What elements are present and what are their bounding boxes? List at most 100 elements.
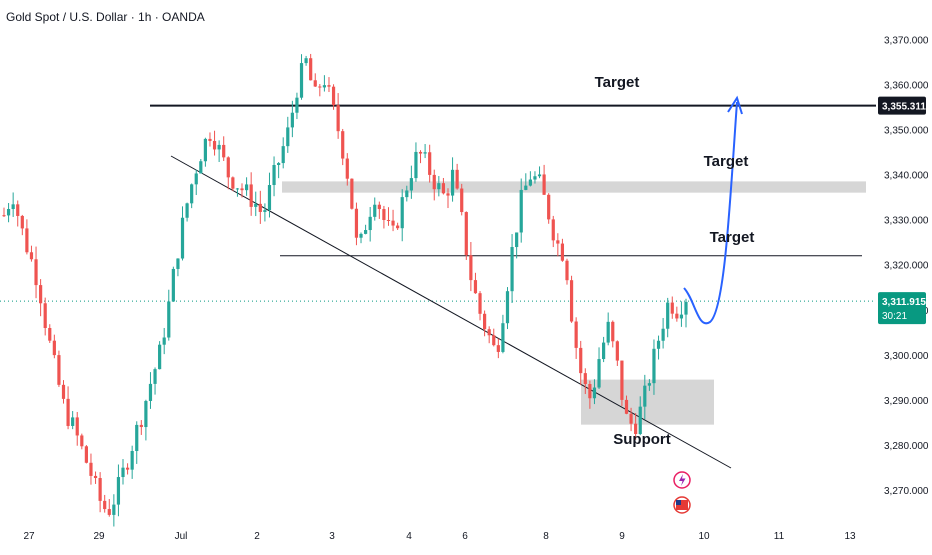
candle xyxy=(25,219,29,255)
candle xyxy=(84,445,88,464)
candle-body xyxy=(634,423,638,435)
candle xyxy=(212,130,217,156)
candle-body xyxy=(336,105,340,132)
candle xyxy=(551,215,555,248)
candle-body xyxy=(167,301,171,338)
candle-body xyxy=(510,247,514,292)
candle-body xyxy=(542,174,546,195)
candle xyxy=(492,328,496,347)
candle-body xyxy=(235,188,240,190)
candle-body xyxy=(93,475,98,479)
projection xyxy=(683,95,743,325)
candle xyxy=(249,172,253,216)
candle-body xyxy=(11,204,15,210)
candle-body xyxy=(295,97,299,113)
candle xyxy=(130,445,134,479)
candle xyxy=(373,197,377,221)
candle xyxy=(670,296,674,319)
candle-body xyxy=(318,86,322,88)
candle xyxy=(103,494,107,513)
candle xyxy=(405,185,409,202)
target-price-tag-text: 3,355.311 xyxy=(882,102,926,113)
candle xyxy=(199,159,203,174)
lightning-icon-bolt xyxy=(679,474,686,486)
candle-body xyxy=(286,127,290,147)
candle xyxy=(409,165,413,199)
candle-body xyxy=(592,387,597,399)
candle-body xyxy=(2,215,6,217)
candle xyxy=(629,407,633,432)
candle xyxy=(455,163,459,190)
candle-body xyxy=(670,302,674,314)
candle xyxy=(80,433,84,450)
candle xyxy=(185,202,189,222)
price-tick-label: 3,320.000 xyxy=(884,261,929,272)
time-tick-label: 3 xyxy=(329,531,335,542)
us-flag-icon-stripes xyxy=(676,500,688,510)
candle-body xyxy=(638,406,642,435)
candle xyxy=(48,324,52,343)
candle-body xyxy=(153,369,157,384)
candle xyxy=(583,368,587,395)
candle xyxy=(556,233,560,257)
candle xyxy=(359,232,363,244)
candle xyxy=(162,327,166,355)
candle xyxy=(579,340,583,386)
candle-body xyxy=(249,184,253,207)
candle xyxy=(139,420,143,435)
candle xyxy=(39,279,43,317)
candle xyxy=(121,459,125,485)
candle-body xyxy=(290,112,294,128)
candle-body xyxy=(661,328,665,341)
target-price-tag: 3,355.311 xyxy=(878,96,926,115)
price-tick-label: 3,350.000 xyxy=(884,126,929,137)
candle-body xyxy=(162,337,166,345)
candle xyxy=(244,177,249,196)
candle-body xyxy=(386,219,391,221)
time-tick-label: 27 xyxy=(23,531,35,542)
candle xyxy=(322,75,327,92)
time-tick-label: 11 xyxy=(774,531,785,542)
candle-body xyxy=(551,219,555,241)
candle xyxy=(226,156,230,190)
candle xyxy=(446,188,450,209)
candle xyxy=(418,150,423,164)
candle-body xyxy=(199,161,203,174)
candle xyxy=(400,189,404,242)
candles xyxy=(2,53,688,527)
candle xyxy=(180,206,185,261)
candle xyxy=(341,128,345,166)
candle xyxy=(93,471,98,484)
candle xyxy=(542,164,546,195)
candle xyxy=(336,93,340,139)
candle-body xyxy=(231,177,235,189)
candle-body xyxy=(537,174,542,177)
candle-body xyxy=(620,360,624,400)
candle-body xyxy=(473,280,478,294)
candle-body xyxy=(368,216,372,231)
candle xyxy=(391,209,395,232)
candle xyxy=(656,335,661,360)
candle xyxy=(345,153,349,186)
candle-body xyxy=(272,165,276,186)
candle xyxy=(661,317,665,349)
candle-body xyxy=(501,323,505,352)
candle xyxy=(290,100,294,138)
price-tick-label: 3,270.000 xyxy=(884,486,929,497)
candle xyxy=(519,178,523,243)
candle xyxy=(11,192,15,217)
candle xyxy=(327,77,331,93)
candle-body xyxy=(52,340,56,356)
candle-body xyxy=(66,398,70,426)
candle-body xyxy=(258,203,262,212)
candle xyxy=(382,205,386,229)
candle xyxy=(592,379,597,405)
candle xyxy=(597,347,601,389)
candle-body xyxy=(190,184,194,204)
candle-body xyxy=(203,138,207,162)
candle-body xyxy=(469,255,473,281)
descending-trendline xyxy=(170,155,732,469)
price-tick-label: 3,340.000 xyxy=(884,171,929,182)
candle-body xyxy=(400,197,404,229)
